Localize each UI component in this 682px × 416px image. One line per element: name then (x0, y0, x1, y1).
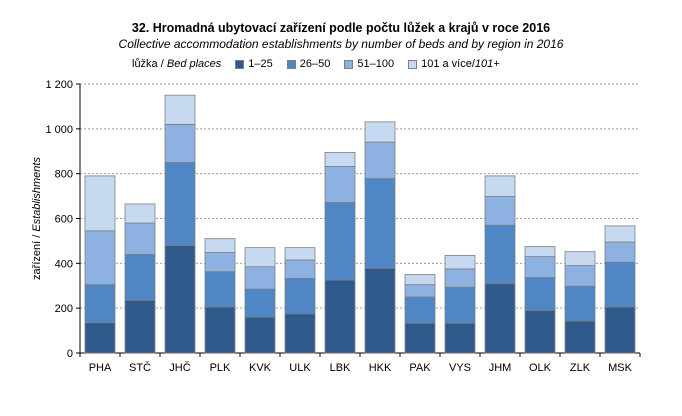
bar-jhm-series-3 (484, 196, 516, 226)
x-tick-label: STČ (129, 361, 151, 374)
bar-pak-series-3 (404, 284, 436, 298)
bar-plk-series-3 (204, 252, 236, 273)
x-tick-label: VYS (449, 362, 471, 374)
y-tick-label: 400 (55, 258, 73, 270)
chart-subtitle: Collective accommodation establishments … (118, 37, 564, 51)
bar-jhm-series-1 (484, 283, 516, 354)
bar-vys-series-1 (444, 322, 476, 354)
y-tick-label: 1 000 (45, 124, 73, 136)
legend-swatch (286, 59, 296, 69)
legend-title: lůžka / Bed places (132, 58, 222, 70)
bar-jhč-series-3 (164, 123, 196, 163)
bar-olk-series-2 (524, 277, 556, 311)
bar-stč-series-3 (124, 222, 156, 255)
x-tick-label: PHA (89, 362, 112, 374)
bar-vys-series-4 (444, 255, 476, 270)
bar-pha-series-3 (84, 230, 116, 286)
bar-plk-series-2 (204, 271, 236, 308)
bar-plk-series-4 (204, 238, 236, 253)
bar-stč-series-1 (124, 299, 156, 354)
bar-olk-series-1 (524, 310, 556, 354)
legend-swatch (235, 59, 245, 69)
legend-item-1-25: 1–25 (235, 58, 273, 70)
x-tick-label: HKK (369, 362, 392, 374)
bar-msk-series-4 (604, 225, 636, 243)
legend-item-26-50: 26–50 (286, 58, 330, 70)
bar-zlk-series-1 (564, 320, 596, 354)
bar-plk-series-1 (204, 306, 236, 354)
x-tick-label: JHČ (169, 361, 190, 374)
bar-jhm-series-4 (484, 175, 516, 197)
legend-swatch (344, 59, 354, 69)
bar-ulk-series-4 (284, 247, 316, 261)
x-tick-label: PLK (210, 362, 231, 374)
x-tick-label: MSK (608, 362, 633, 374)
bar-msk-series-2 (604, 261, 636, 308)
bar-ulk-series-3 (284, 259, 316, 279)
bar-jhč-series-2 (164, 162, 196, 246)
bar-pak-series-1 (404, 322, 436, 354)
bar-zlk-series-4 (564, 251, 596, 266)
bar-pha-series-2 (84, 284, 116, 324)
bar-hkk-series-1 (364, 267, 396, 354)
bar-hkk-series-3 (364, 141, 396, 179)
bar-lbk-series-4 (324, 151, 356, 167)
x-tick-label: ULK (289, 362, 311, 374)
x-tick-label: ZLK (570, 362, 591, 374)
bar-pha-series-4 (84, 175, 116, 232)
bar-stč-series-4 (124, 203, 156, 224)
bar-zlk-series-3 (564, 265, 596, 287)
bar-pha-series-1 (84, 322, 116, 354)
bar-kvk-series-3 (244, 266, 276, 290)
x-tick-label: LBK (330, 362, 351, 374)
bar-stč-series-2 (124, 253, 156, 301)
bar-kvk-series-4 (244, 247, 276, 268)
bar-lbk-series-1 (324, 279, 356, 354)
bar-jhč-series-1 (164, 244, 196, 354)
bar-ulk-series-1 (284, 313, 316, 354)
x-tick-label: KVK (249, 362, 272, 374)
x-tick-label: JHM (489, 362, 512, 374)
x-tick-label: PAK (409, 362, 431, 374)
bar-olk-series-3 (524, 256, 556, 278)
bar-zlk-series-2 (564, 285, 596, 322)
bar-msk-series-1 (604, 306, 636, 354)
legend-swatch (408, 59, 418, 69)
bar-jhč-series-4 (164, 94, 196, 125)
bar-lbk-series-2 (324, 201, 356, 281)
bar-olk-series-4 (524, 246, 556, 258)
bar-pak-series-2 (404, 296, 436, 324)
bar-hkk-series-4 (364, 121, 396, 143)
legend: lůžka / Bed places 1–25 26–50 51–100 101… (132, 58, 514, 70)
y-tick-label: 800 (55, 169, 73, 181)
bar-kvk-series-1 (244, 316, 276, 354)
bar-msk-series-3 (604, 241, 636, 263)
bar-pak-series-4 (404, 274, 436, 286)
x-tick-label: OLK (529, 362, 552, 374)
y-axis-label: zařízení / Establishments (31, 157, 43, 280)
bar-kvk-series-2 (244, 288, 276, 318)
bar-ulk-series-2 (284, 277, 316, 315)
bar-vys-series-3 (444, 268, 476, 288)
legend-item-101-plus: 101 a více/101+ (408, 58, 500, 70)
chart-title: 32. Hromadná ubytovací zařízení podle po… (131, 21, 551, 35)
y-tick-label: 600 (55, 214, 73, 226)
bar-lbk-series-3 (324, 166, 356, 203)
y-tick-label: 1 200 (45, 79, 73, 91)
bar-hkk-series-2 (364, 178, 396, 269)
legend-item-51-100: 51–100 (344, 58, 394, 70)
y-tick-label: 0 (67, 348, 73, 360)
bar-vys-series-2 (444, 286, 476, 324)
bar-jhm-series-2 (484, 224, 516, 284)
y-tick-label: 200 (55, 303, 73, 315)
